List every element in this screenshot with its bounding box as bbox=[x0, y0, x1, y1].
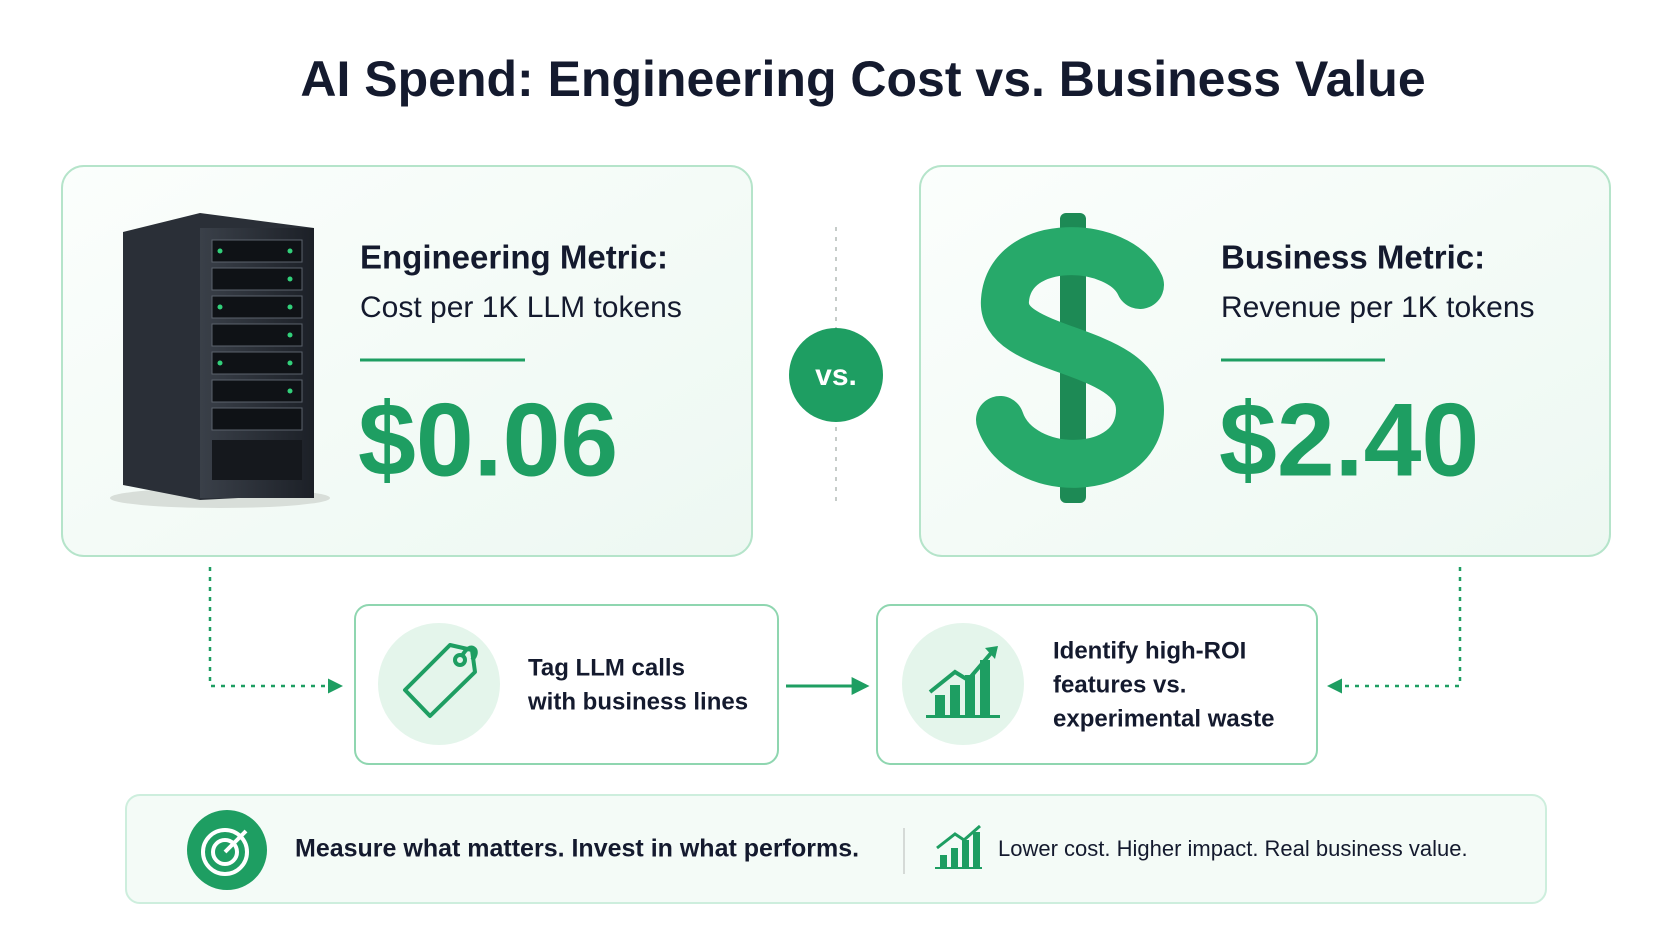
footer-box bbox=[125, 794, 1547, 904]
step-text: features vs. bbox=[1053, 671, 1186, 698]
server-icon bbox=[110, 213, 330, 508]
step-text: Identify high-ROI bbox=[1053, 637, 1246, 664]
card-heading: Business Metric: bbox=[1221, 239, 1485, 276]
tag-icon bbox=[403, 643, 478, 718]
footer-message: Measure what matters. Invest in what per… bbox=[295, 835, 859, 863]
card-heading: Engineering Metric: bbox=[360, 239, 668, 276]
growth-icon bbox=[926, 646, 1000, 718]
step-text: Tag LLM calls bbox=[528, 654, 685, 681]
dollar-icon bbox=[976, 213, 1165, 503]
vs-label: vs. bbox=[815, 359, 857, 392]
target-rings bbox=[201, 828, 249, 876]
vs-badge bbox=[789, 328, 883, 422]
footer-chart-icon bbox=[935, 824, 982, 869]
card-subtitle: Revenue per 1K tokens bbox=[1221, 291, 1535, 324]
card-value: $2.40 bbox=[1219, 382, 1479, 498]
card-value: $0.06 bbox=[358, 382, 618, 498]
step-text: with business lines bbox=[527, 688, 748, 715]
title: AI Spend: Engineering Cost vs. Business … bbox=[300, 51, 1425, 107]
icon-circle bbox=[902, 623, 1024, 745]
card-subtitle: Cost per 1K LLM tokens bbox=[360, 291, 682, 324]
icon-circle bbox=[378, 623, 500, 745]
footer-tagline: Lower cost. Higher impact. Real business… bbox=[998, 836, 1468, 861]
step-text: experimental waste bbox=[1053, 705, 1274, 732]
